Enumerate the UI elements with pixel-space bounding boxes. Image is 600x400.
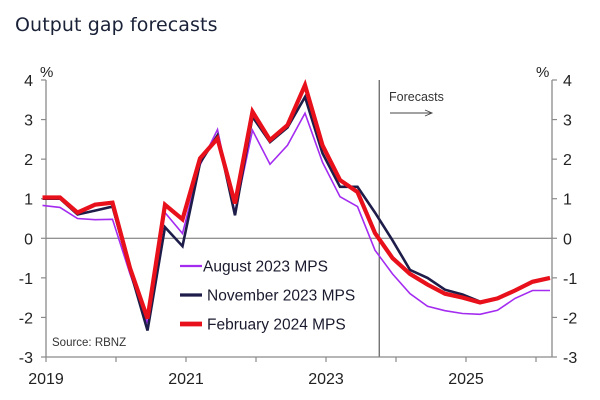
legend-label-2: February 2024 MPS [207,317,346,334]
y-tick-label-left: 2 [24,152,33,169]
y-tick-label-left: 1 [24,192,33,209]
y-tick-label-left: -2 [19,310,33,327]
y-tick-label-left: 3 [24,113,33,130]
right-axis-unit: % [536,64,549,81]
y-tick-label-right: 4 [563,73,572,90]
y-tick-label-right: 2 [563,152,572,169]
chart-title: Output gap forecasts [15,14,218,36]
axes-layer: 4 4 3 3 2 2 1 1 0 0 -1 -1 -2 -2 -3 -3 2019 2021 2023 2025 [19,73,578,388]
y-tick-label-right: 3 [563,113,572,130]
series-line-2 [42,78,551,320]
forecast-annotation: Forecasts [389,90,444,104]
x-tick-label: 2023 [308,371,344,388]
forecast-arrow-icon [390,109,434,117]
y-tick-label-right: 1 [563,192,572,209]
y-tick-label-right: 0 [563,231,572,248]
legend: August 2023 MPS November 2023 MPS February… [180,259,355,334]
y-tick-label-left: 4 [24,73,33,90]
y-tick-label-left: -3 [19,350,33,367]
legend-label-1: November 2023 MPS [207,288,355,305]
x-tick-label: 2019 [28,371,64,388]
y-tick-label-right: -3 [563,350,577,367]
y-tick-label-left: 0 [24,231,33,248]
source-note: Source: RBNZ [52,337,126,349]
left-axis-unit: % [40,64,53,81]
y-tick-label-right: -1 [563,271,577,288]
x-tick-label: 2021 [168,371,204,388]
x-tick-label: 2025 [448,371,484,388]
y-tick-label-right: -2 [563,310,577,327]
legend-label-0: August 2023 MPS [203,259,328,276]
y-tick-label-left: -1 [19,271,33,288]
series-layer [42,78,551,331]
